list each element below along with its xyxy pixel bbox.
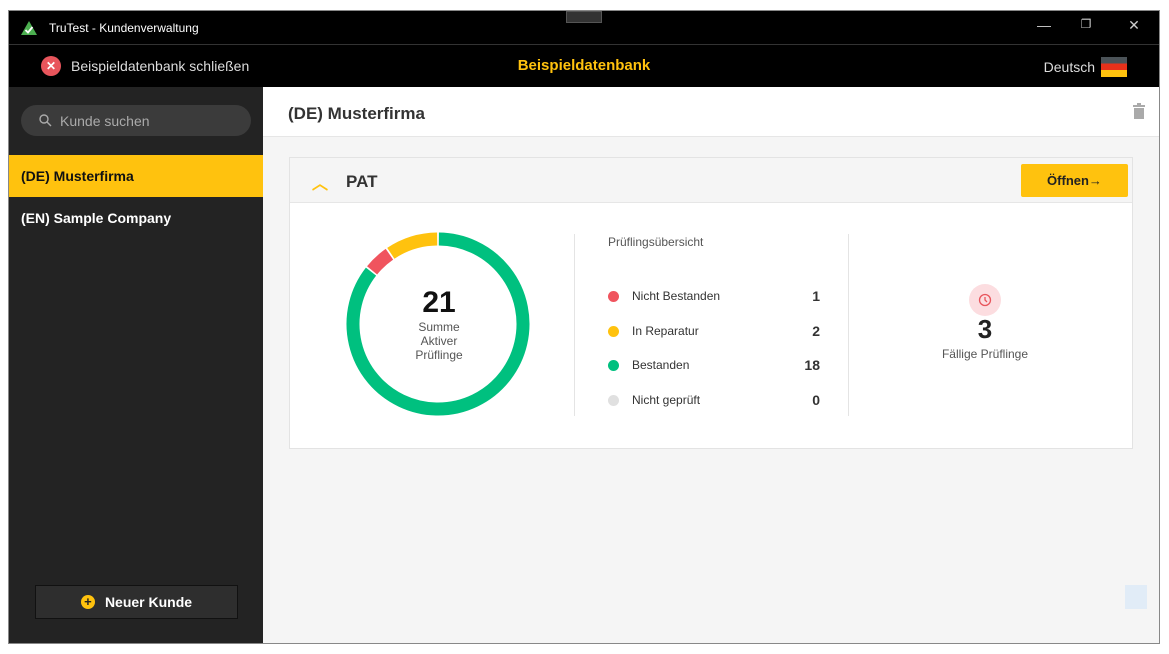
- total-count: 21: [422, 286, 456, 319]
- plus-icon: +: [80, 595, 95, 609]
- donut-segment-nicht-bestanden: [367, 248, 394, 275]
- card-title: PAT: [346, 172, 378, 191]
- page-title: (DE) Musterfirma: [288, 104, 425, 123]
- legend-item: Nicht geprüft 0: [608, 392, 820, 408]
- close-window-button[interactable]: ✕: [1128, 17, 1140, 33]
- app-logo-icon: [21, 21, 37, 35]
- status-donut-chart: [346, 232, 530, 416]
- donut-segment-bestanden: [346, 232, 530, 416]
- legend-dot: [608, 290, 619, 302]
- scroll-indicator[interactable]: [1125, 585, 1147, 609]
- language-selector[interactable]: Deutsch: [1044, 57, 1127, 77]
- card-header: ︿ PAT Öffnen→: [290, 158, 1132, 203]
- trash-icon[interactable]: [1133, 103, 1145, 119]
- search-icon: [39, 114, 52, 127]
- sidebar-item-sample-company[interactable]: (EN) Sample Company: [21, 210, 172, 226]
- legend-item: Bestanden 18: [608, 357, 820, 373]
- legend-dot: [608, 394, 619, 406]
- overview-title: Prüflingsübersicht: [608, 235, 704, 249]
- due-count: 3: [977, 314, 993, 344]
- legend-value: 1: [812, 288, 820, 304]
- minimize-button[interactable]: —: [1037, 17, 1051, 33]
- due-items: 3 Fällige Prüflinge: [850, 284, 1120, 361]
- sidebar-item-musterfirma[interactable]: (DE) Musterfirma: [9, 155, 263, 197]
- top-bar: ✕ Beispieldatenbank schließen Beispielda…: [9, 45, 1159, 87]
- legend-label: Nicht Bestanden: [632, 289, 721, 303]
- due-label: Fällige Prüflinge: [941, 347, 1029, 361]
- open-button[interactable]: Öffnen→: [1021, 164, 1128, 197]
- legend-label: Nicht geprüft: [632, 393, 701, 407]
- chevron-up-icon[interactable]: ︿: [312, 176, 329, 193]
- close-database-button[interactable]: ✕ Beispieldatenbank schließen: [41, 56, 249, 76]
- divider: [848, 234, 849, 416]
- total-label: Summe Aktiver Prüflinge: [415, 320, 463, 362]
- divider: [574, 234, 575, 416]
- window-title: TruTest - Kundenverwaltung: [49, 21, 199, 35]
- sidebar: Kunde suchen (DE) Musterfirma (EN) Sampl…: [9, 87, 263, 643]
- legend-dot: [608, 359, 619, 371]
- app-window: TruTest - Kundenverwaltung — ❐ ✕ ✕ Beisp…: [8, 10, 1160, 644]
- pat-card: ︿ PAT Öffnen→ 21 Summe Aktiver Prüflinge…: [289, 157, 1133, 449]
- maximize-button[interactable]: ❐: [1080, 17, 1092, 31]
- new-customer-button[interactable]: + Neuer Kunde: [35, 585, 238, 619]
- drag-handle[interactable]: [566, 11, 602, 23]
- legend-item: Nicht Bestanden 1: [608, 288, 820, 304]
- donut-segment-in-reparatur: [387, 232, 438, 259]
- title-bar: TruTest - Kundenverwaltung — ❐ ✕: [9, 11, 1159, 45]
- new-customer-label: Neuer Kunde: [104, 594, 193, 610]
- legend-value: 0: [812, 392, 820, 408]
- close-database-label: Beispieldatenbank schließen: [71, 58, 250, 74]
- language-label: Deutsch: [1043, 59, 1095, 75]
- donut-center: 21 Summe Aktiver Prüflinge: [348, 286, 530, 362]
- clock-icon: [969, 284, 1001, 316]
- main-header: (DE) Musterfirma: [263, 87, 1159, 137]
- legend-value: 2: [812, 323, 820, 339]
- legend-dot: [608, 325, 619, 337]
- legend-value: 18: [804, 357, 820, 373]
- search-input[interactable]: Kunde suchen: [21, 105, 251, 136]
- legend-label: Bestanden: [632, 358, 690, 372]
- legend-label: In Reparatur: [632, 324, 699, 338]
- german-flag-icon: [1101, 57, 1127, 77]
- legend-item: In Reparatur 2: [608, 323, 820, 339]
- search-placeholder: Kunde suchen: [60, 112, 150, 129]
- close-circle-icon: ✕: [41, 56, 61, 76]
